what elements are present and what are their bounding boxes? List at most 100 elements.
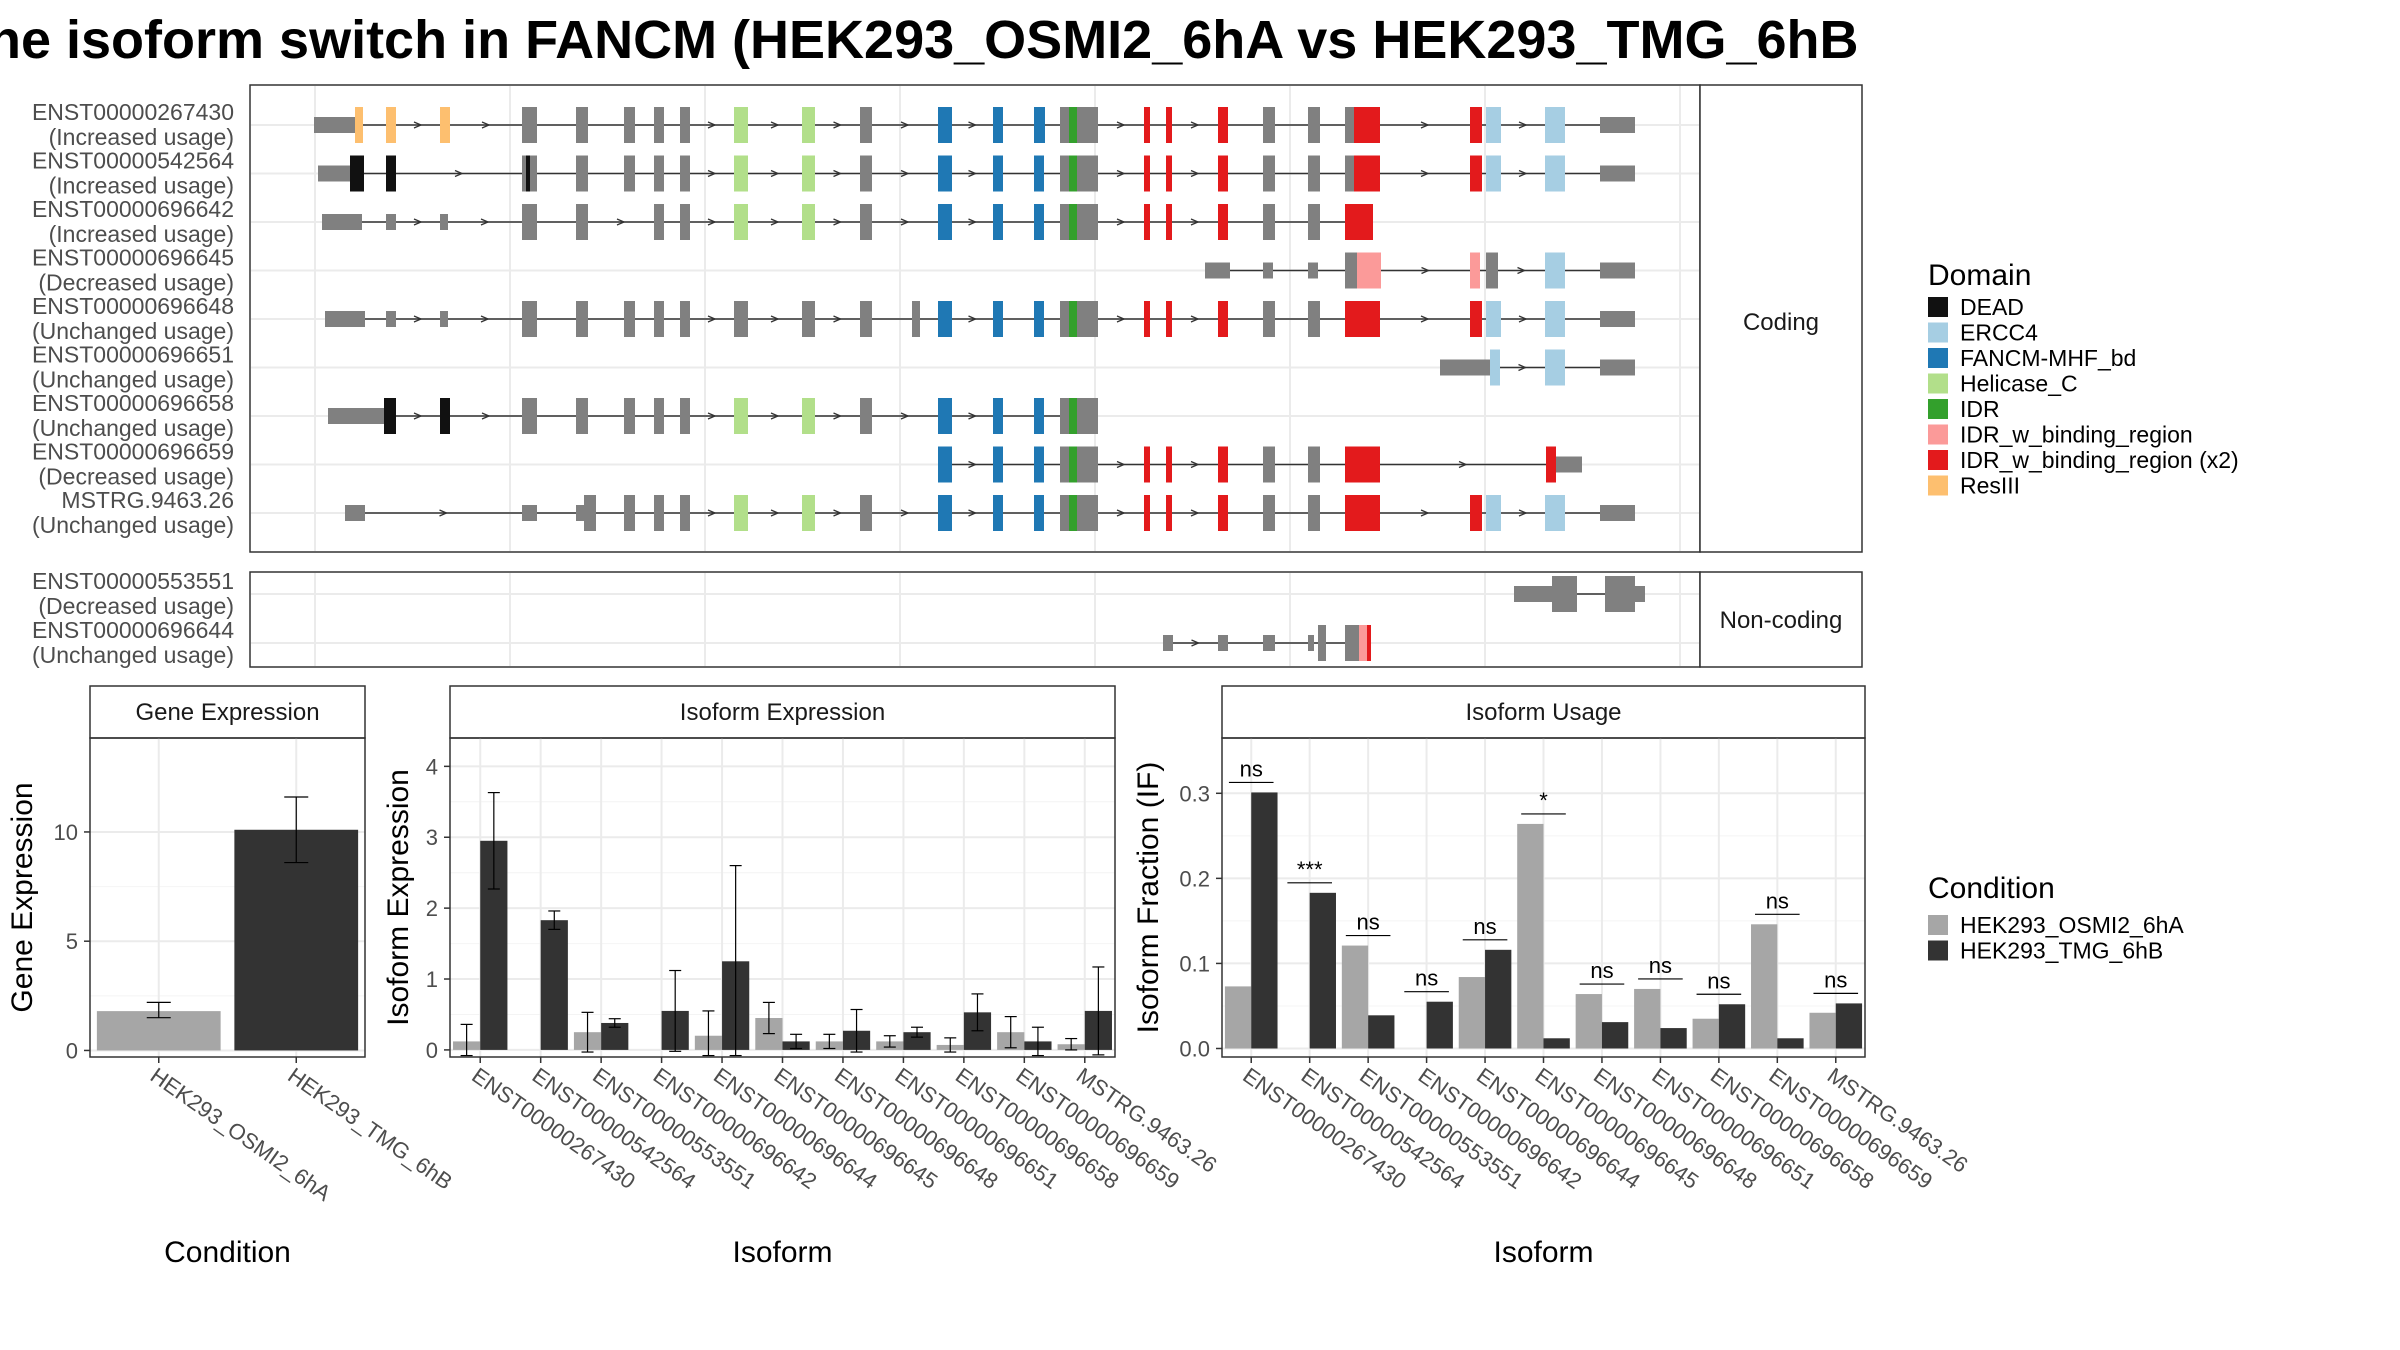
strand-arrow	[833, 169, 843, 178]
strand-arrow	[968, 218, 978, 226]
exon-block	[576, 155, 588, 192]
exon-block	[1166, 301, 1172, 337]
idr-block	[1069, 446, 1077, 483]
exon-block	[1556, 456, 1582, 473]
bar-cond-b	[1718, 1004, 1746, 1049]
y-tick-label: 0.1	[1179, 951, 1210, 976]
exon-block	[734, 301, 748, 337]
transcript-usage-label: (Unchanged usage)	[32, 415, 234, 441]
domain-legend: Domain DEADERCC4FANCM-MHF_bdHelicase_CID…	[1928, 259, 2239, 499]
significance-label: ns	[1649, 953, 1672, 978]
strand-arrow	[833, 218, 843, 226]
panel-strip	[449, 685, 1116, 739]
exon-block	[318, 165, 356, 182]
exon-block	[1357, 252, 1381, 289]
panel-frame	[1221, 737, 1866, 1058]
transcript-usage-label: (Unchanged usage)	[32, 512, 234, 538]
exon-block	[860, 398, 872, 434]
exon-block	[1034, 204, 1044, 240]
noncoding-strip-box	[1699, 571, 1863, 668]
exon-block	[1545, 252, 1565, 289]
exon-block	[624, 155, 635, 192]
bar	[234, 829, 359, 1051]
transcript-usage-label: (Increased usage)	[49, 221, 234, 247]
exon-block	[440, 214, 448, 230]
exon-block	[1034, 155, 1044, 192]
exon-block	[350, 155, 364, 192]
bar-cond-a	[1751, 924, 1778, 1049]
exon-block	[384, 398, 396, 434]
exon-block	[938, 398, 952, 434]
exon-block	[802, 398, 815, 434]
strand-arrow	[1116, 121, 1126, 129]
noncoding-transcript-tracks	[1163, 576, 1645, 661]
exon-block	[1218, 155, 1228, 192]
idr-block	[1069, 495, 1077, 531]
exon-block	[802, 495, 815, 531]
exon-block	[1263, 155, 1275, 192]
idr-block	[1069, 107, 1077, 143]
exon-block	[1144, 204, 1150, 240]
coding-strip-label: Coding	[1743, 309, 1819, 336]
strand-arrow	[439, 509, 449, 517]
strand-arrow	[900, 412, 910, 420]
legend-swatch	[1928, 450, 1948, 470]
exon-block	[1635, 586, 1645, 602]
exon-block	[1060, 155, 1098, 192]
strand-arrow	[968, 412, 978, 420]
exon-block	[654, 495, 664, 531]
exon-block	[1600, 117, 1635, 133]
bar-cond-b	[1368, 1015, 1395, 1049]
strand-arrow	[1518, 363, 1528, 372]
bar-cond-b	[1777, 1038, 1804, 1049]
bar-cond-a	[1458, 977, 1486, 1049]
y-tick-label: 0.3	[1179, 781, 1210, 806]
exon-block	[522, 301, 537, 337]
exon-block	[734, 155, 748, 192]
x-axis-title: Isoform	[1493, 1236, 1593, 1269]
legend-label: IDR	[1960, 396, 2000, 422]
legend-swatch	[1928, 475, 1948, 496]
strand-arrow	[707, 218, 717, 226]
exon-block	[1470, 252, 1480, 289]
exon-block	[993, 204, 1003, 240]
exon-block	[314, 117, 356, 133]
noncoding-panel-frame	[249, 571, 1701, 668]
exon-block	[993, 301, 1003, 337]
significance-label: ns	[1240, 756, 1263, 781]
x-axis-title: Condition	[164, 1236, 291, 1269]
exon-block	[1359, 625, 1367, 661]
legend-label: Helicase_C	[1960, 371, 2078, 397]
strand-arrow	[968, 169, 978, 178]
exon-block	[1486, 252, 1498, 289]
exon-block	[522, 505, 537, 521]
exon-block	[654, 204, 664, 240]
exon-block	[1440, 359, 1490, 376]
exon-block	[993, 446, 1003, 483]
domain-legend-title: Domain	[1928, 259, 2031, 292]
exon-block	[1060, 398, 1098, 434]
strand-arrow	[900, 169, 910, 178]
exon-block	[1605, 576, 1635, 612]
y-tick-label: 10	[54, 820, 78, 845]
significance-label: ns	[1707, 968, 1730, 993]
domain-block	[1492, 107, 1501, 143]
exon-block	[734, 495, 748, 531]
exon-block	[680, 107, 690, 143]
strand-arrow	[707, 412, 717, 420]
strand-arrow	[707, 121, 717, 129]
exon-block	[355, 107, 363, 143]
exon-block	[1490, 349, 1500, 386]
legend-label: HEK293_OSMI2_6hA	[1960, 912, 2184, 938]
exon-block	[1263, 107, 1275, 143]
significance-label: ns	[1357, 910, 1380, 935]
strand-arrow	[1116, 218, 1126, 226]
transcript-usage-label: (Decreased usage)	[38, 270, 234, 296]
y-tick-label: 2	[426, 896, 438, 921]
transcript-id-label: ENST00000696659	[32, 439, 234, 465]
exon-block	[680, 495, 690, 531]
significance-label: ns	[1766, 888, 1789, 913]
transcript-usage-label: (Increased usage)	[49, 173, 234, 199]
exon-block	[654, 155, 664, 192]
exon-block	[576, 505, 586, 521]
